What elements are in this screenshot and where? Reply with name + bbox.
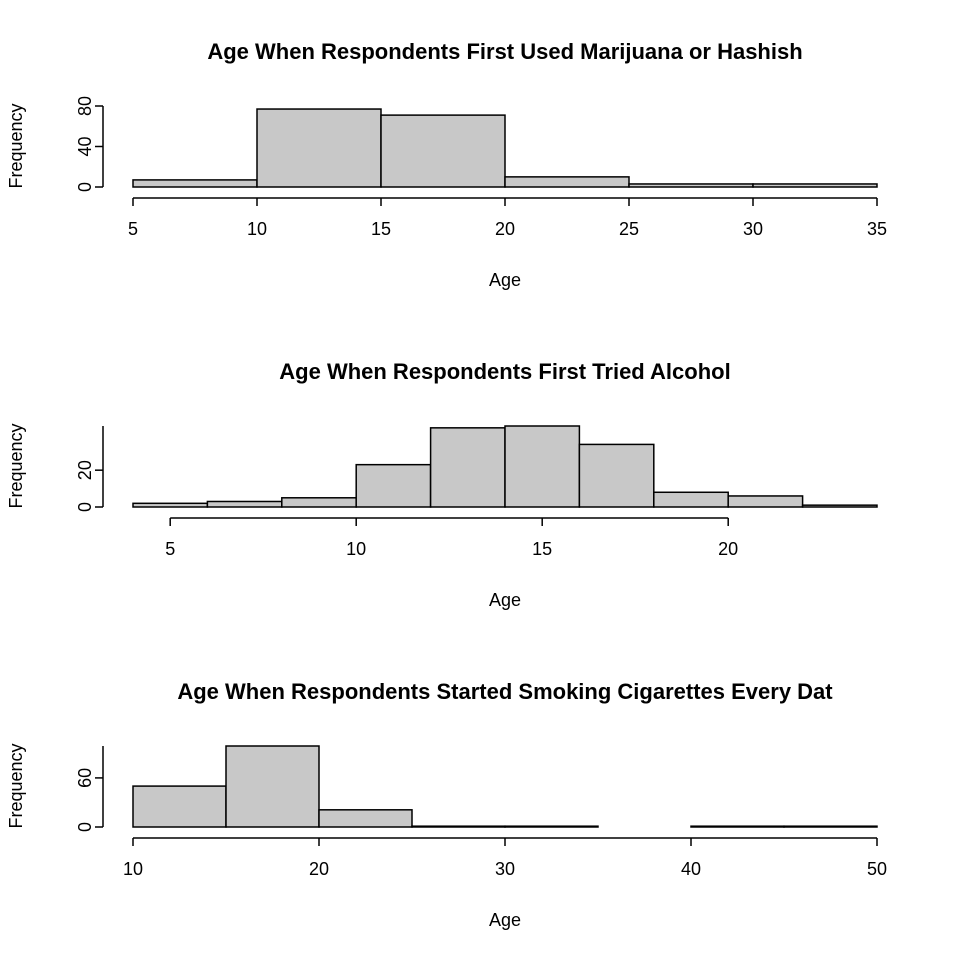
x-tick-label: 40 — [681, 859, 701, 879]
chart-title: Age When Respondents First Tried Alcohol — [279, 359, 730, 384]
x-tick-label: 10 — [247, 219, 267, 239]
x-axis-label: Age — [489, 910, 521, 930]
x-tick-label: 50 — [867, 859, 887, 879]
x-axis-label: Age — [489, 270, 521, 290]
bar — [801, 504, 878, 508]
x-tick-label: 20 — [309, 859, 329, 879]
y-tick-label: 40 — [75, 136, 95, 156]
x-tick-label: 15 — [532, 539, 552, 559]
bar — [690, 825, 785, 828]
y-tick-label: 80 — [75, 96, 95, 116]
bar — [752, 183, 878, 188]
bar — [504, 425, 581, 508]
x-tick-label: 30 — [743, 219, 763, 239]
bar — [429, 427, 506, 508]
bar — [783, 825, 878, 828]
bar — [578, 443, 655, 508]
x-tick-label: 30 — [495, 859, 515, 879]
bar — [281, 497, 357, 508]
y-tick-label: 60 — [75, 768, 95, 788]
chart-title: Age When Respondents First Used Marijuan… — [207, 39, 802, 64]
x-tick-label: 10 — [123, 859, 143, 879]
y-tick-label: 0 — [75, 182, 95, 192]
x-tick-label: 5 — [128, 219, 138, 239]
bar — [225, 745, 320, 828]
y-axis-label: Frequency — [6, 103, 26, 188]
bar — [504, 825, 599, 828]
bar — [206, 500, 283, 508]
x-tick-label: 10 — [346, 539, 366, 559]
bar — [132, 179, 258, 188]
x-tick-label: 15 — [371, 219, 391, 239]
bar — [355, 463, 432, 508]
bar — [380, 114, 506, 188]
bar — [411, 825, 506, 828]
bar — [504, 176, 630, 188]
y-axis-label: Frequency — [6, 423, 26, 508]
bar — [256, 108, 382, 188]
x-tick-label: 5 — [165, 539, 175, 559]
y-tick-label: 0 — [75, 502, 95, 512]
bar — [653, 491, 729, 508]
bar — [132, 502, 209, 508]
bar — [132, 785, 227, 828]
bar — [318, 809, 413, 828]
x-tick-label: 35 — [867, 219, 887, 239]
x-axis-label: Age — [489, 590, 521, 610]
y-tick-label: 0 — [75, 822, 95, 832]
y-axis-label: Frequency — [6, 743, 26, 828]
y-tick-label: 20 — [75, 460, 95, 480]
bar — [727, 495, 804, 508]
bar — [628, 183, 754, 188]
chart-title: Age When Respondents Started Smoking Cig… — [177, 679, 833, 704]
x-tick-label: 25 — [619, 219, 639, 239]
x-tick-label: 20 — [718, 539, 738, 559]
x-tick-label: 20 — [495, 219, 515, 239]
